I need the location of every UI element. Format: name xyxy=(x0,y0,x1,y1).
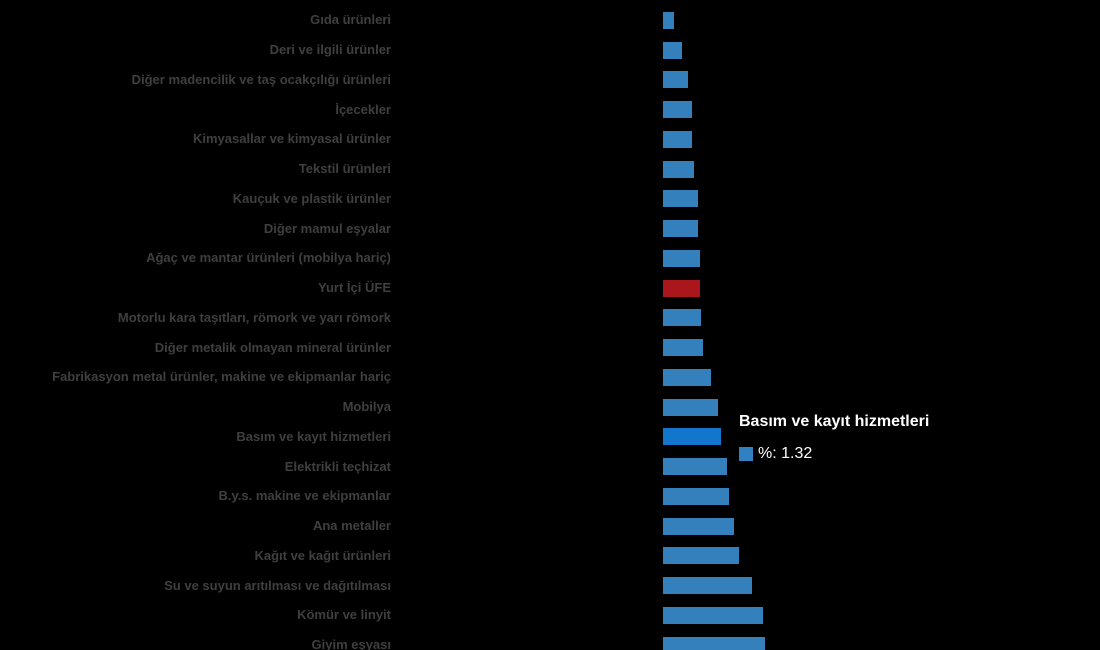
bar[interactable] xyxy=(663,160,694,178)
bar[interactable] xyxy=(663,11,674,29)
bar[interactable] xyxy=(663,249,700,267)
category-label: Kimyasallar ve kimyasal ürünler xyxy=(192,131,391,147)
category-label: Ağaç ve mantar ürünleri (mobilya hariç) xyxy=(146,250,391,266)
category-label: Mobilya xyxy=(342,399,391,415)
bar[interactable] xyxy=(663,487,729,505)
category-label: Kağıt ve kağıt ürünleri xyxy=(254,547,391,563)
bar[interactable] xyxy=(663,130,692,148)
bar[interactable] xyxy=(663,547,739,565)
bar[interactable] xyxy=(663,606,764,624)
bar[interactable] xyxy=(663,577,752,595)
category-label: Kauçuk ve plastik ürünler xyxy=(232,190,391,206)
bar[interactable] xyxy=(663,458,727,476)
category-label: Ana metaller xyxy=(312,518,391,534)
bar[interactable] xyxy=(663,41,682,59)
category-label: Giyim eşyası xyxy=(311,637,392,650)
bar[interactable] xyxy=(663,339,704,357)
bar[interactable] xyxy=(663,220,698,238)
category-label: Motorlu kara taşıtları, römork ve yarı r… xyxy=(117,309,391,325)
tooltip-value: %: 1.32 xyxy=(758,445,813,462)
category-label: B.y.s. makine ve ekipmanlar xyxy=(218,488,391,504)
bar[interactable] xyxy=(663,398,718,416)
series-swatch-icon xyxy=(739,447,753,461)
category-label: Basım ve kayıt hizmetleri xyxy=(236,428,391,444)
category-label: Tekstil ürünleri xyxy=(298,161,391,177)
category-label: Su ve suyun arıtılması ve dağıtılması xyxy=(164,577,391,593)
category-label: Kömür ve linyit xyxy=(297,607,391,623)
bar-reference[interactable] xyxy=(663,279,700,297)
bar[interactable] xyxy=(663,368,712,386)
tooltip: Basım ve kayıt hizmetleri %: 1.32 xyxy=(739,412,929,462)
category-label: Diğer mamul eşyalar xyxy=(263,220,391,236)
category-label: Diğer madencilik ve taş ocakçılığı ürünl… xyxy=(131,71,391,87)
bar[interactable] xyxy=(663,190,698,208)
bar[interactable] xyxy=(663,636,765,650)
category-label: Deri ve ilgili ürünler xyxy=(269,42,391,58)
category-label: Yurt İçi ÜFE xyxy=(318,280,391,296)
category-label: İçecekler xyxy=(335,101,391,117)
bar[interactable] xyxy=(663,101,692,119)
bar[interactable] xyxy=(663,517,735,535)
category-label: Elektrikli teçhizat xyxy=(284,458,391,474)
tooltip-title: Basım ve kayıt hizmetleri xyxy=(739,413,930,430)
tooltip-value-row: %: 1.32 xyxy=(739,446,929,462)
category-label: Diğer metalik olmayan mineral ürünler xyxy=(154,339,391,355)
category-label: Gıda ürünleri xyxy=(310,12,391,28)
bar[interactable] xyxy=(663,309,701,327)
bar-highlighted[interactable] xyxy=(663,428,721,446)
bar[interactable] xyxy=(663,71,688,89)
category-label: Fabrikasyon metal ürünler, makine ve eki… xyxy=(52,369,391,385)
